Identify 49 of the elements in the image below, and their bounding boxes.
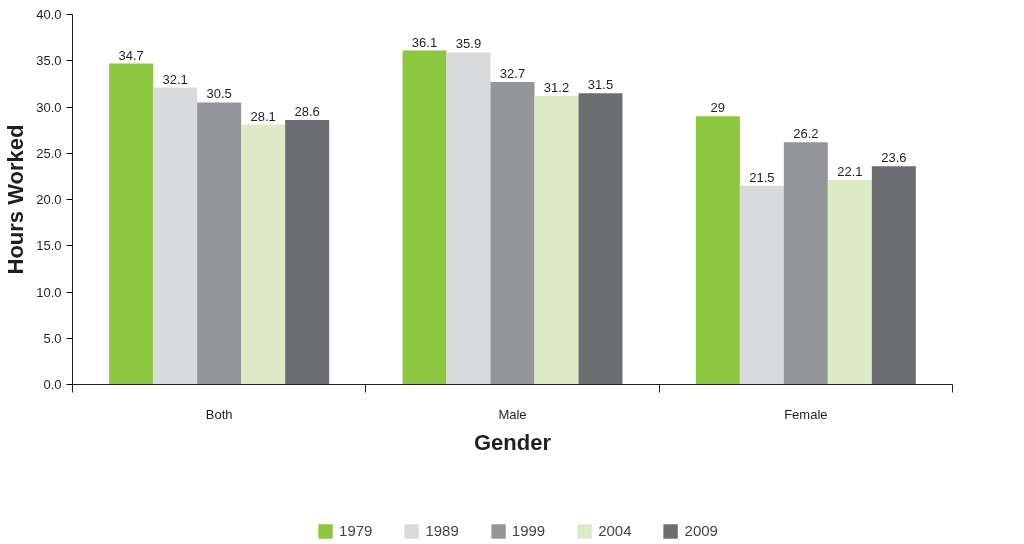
data-label: 22.1 <box>837 164 863 180</box>
bar <box>241 124 286 385</box>
data-label: 28.1 <box>250 108 276 124</box>
y-tick-label: 30.0 <box>36 99 62 115</box>
data-label: 32.1 <box>162 71 188 87</box>
data-label: 21.5 <box>749 169 775 185</box>
bar <box>739 185 784 385</box>
data-label: 31.2 <box>543 79 570 95</box>
legend-label: 1989 <box>425 522 459 539</box>
x-tick-label: Male <box>498 406 527 422</box>
data-label: 28.6 <box>294 103 320 119</box>
bar <box>490 82 535 385</box>
data-label: 31.5 <box>587 77 614 93</box>
y-tick-label: 20.0 <box>36 192 62 207</box>
bar <box>446 52 491 385</box>
legend-label: 1999 <box>511 522 546 539</box>
bar <box>109 63 154 385</box>
y-tick-label: 35.0 <box>36 53 62 69</box>
y-tick-label: 0.0 <box>43 377 62 392</box>
y-tick-label: 25.0 <box>36 145 62 161</box>
bar <box>578 93 623 385</box>
data-label: 36.1 <box>411 34 438 50</box>
x-tick-label: Both <box>205 406 233 422</box>
y-tick-label: 5.0 <box>43 330 62 346</box>
bar <box>827 180 872 385</box>
bar <box>783 142 828 385</box>
bar <box>871 166 916 385</box>
data-label: 35.9 <box>455 36 482 52</box>
legend-label: 2004 <box>598 522 632 539</box>
data-label: 29 <box>710 100 726 116</box>
y-tick-label: 10.0 <box>36 284 62 300</box>
legend-label: 2009 <box>684 522 718 539</box>
data-label: 32.7 <box>499 66 526 82</box>
data-label: 26.2 <box>793 126 819 142</box>
bar <box>402 50 447 385</box>
bar <box>534 95 579 385</box>
x-tick-label: Female <box>784 406 828 422</box>
x-axis-title: Gender <box>473 429 552 455</box>
data-label: 23.6 <box>881 150 907 166</box>
y-axis-title: Hours Worked <box>3 124 29 275</box>
legend-label: 1979 <box>339 522 373 539</box>
y-tick-label: 40.0 <box>36 7 62 22</box>
bar <box>285 119 330 385</box>
data-label: 30.5 <box>206 86 232 102</box>
y-tick-label: 15.0 <box>36 238 62 254</box>
data-label: 34.7 <box>118 47 144 63</box>
bar <box>695 116 740 385</box>
bar <box>197 102 242 385</box>
bar <box>153 87 198 385</box>
